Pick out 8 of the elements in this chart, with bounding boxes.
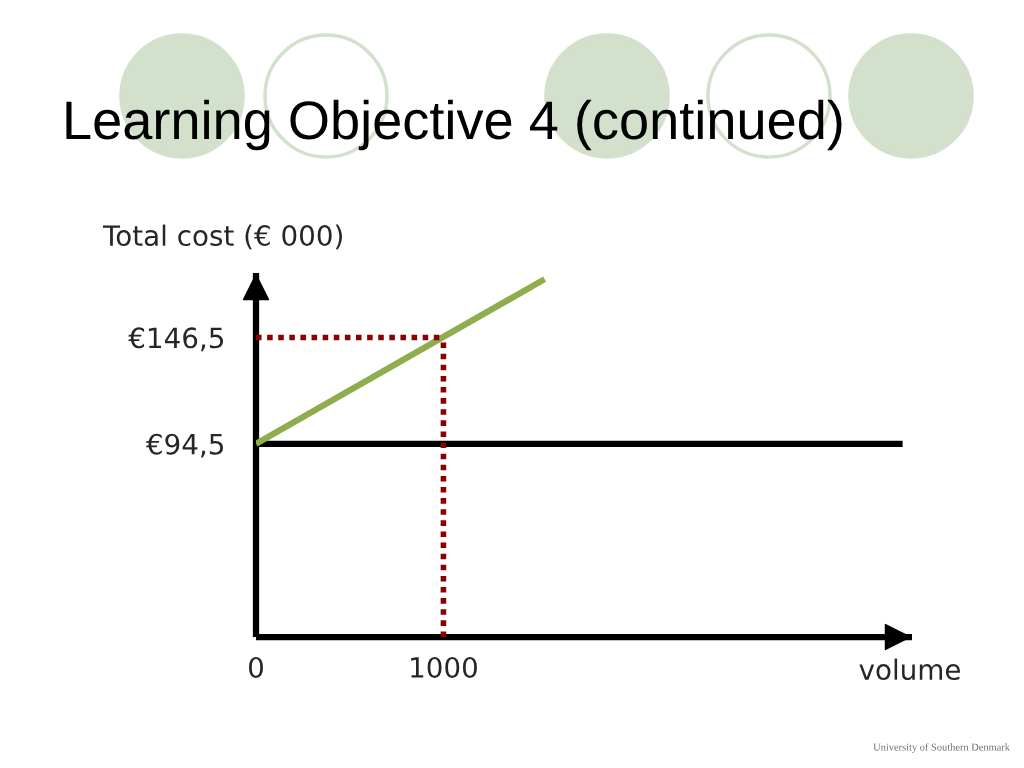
x-axis-title: volume <box>859 658 960 681</box>
x-tick-label: 1000 <box>411 656 477 678</box>
text: University of Southern Denmark <box>873 743 1010 753</box>
y-tick-label: €94,5 <box>145 433 224 458</box>
x-tick-label: 0 <box>248 656 263 678</box>
y-tick-label: €146,5 <box>128 327 224 352</box>
y-axis-title: Total cost (€ 000) <box>102 224 342 250</box>
chart-title: Learning Objective 4 (continued) <box>66 99 842 151</box>
